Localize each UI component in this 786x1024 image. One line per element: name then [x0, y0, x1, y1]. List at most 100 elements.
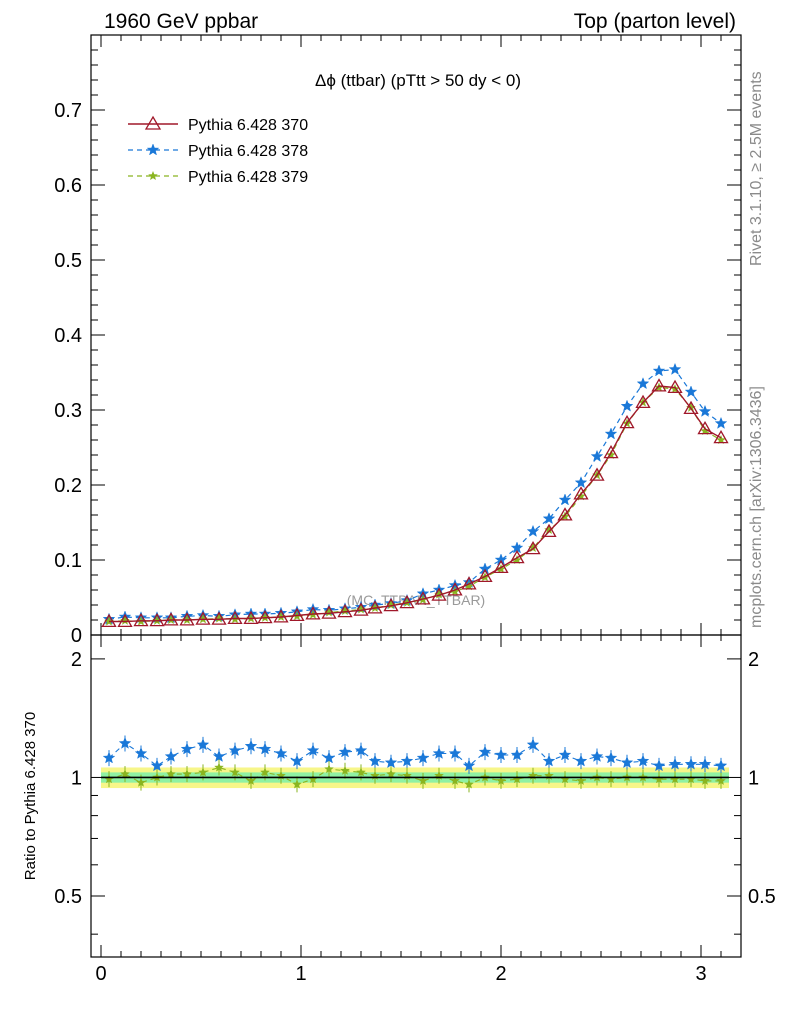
data-point [697, 420, 713, 435]
data-point [589, 467, 605, 481]
data-point [243, 610, 259, 625]
legend-marker [148, 170, 158, 181]
plot-title: Δϕ (ttbar) (pTtt > 50 dy < 0) [315, 71, 521, 90]
data-point [478, 562, 492, 575]
data-point [494, 553, 508, 566]
data-point [683, 400, 699, 415]
ratio-series [101, 735, 729, 793]
x-tick-label: 3 [695, 963, 706, 985]
legend-item-379: Pythia 6.428 379 [128, 169, 308, 186]
ratio-point [290, 754, 304, 767]
ratio-point [182, 768, 192, 779]
ratio-y-tick-label: 0.5 [54, 886, 82, 908]
ratio-point [322, 751, 336, 764]
data-point [337, 603, 353, 618]
ratio-point [684, 757, 698, 770]
data-point [603, 444, 619, 459]
ratio-point [496, 775, 506, 786]
axis-ticks: 0 1 2 3 0 0.1 0.2 0.3 0.4 0.5 0.6 0.7 0.5 0.5 1 1 2 2 [54, 34, 776, 985]
ratio-point [462, 759, 476, 772]
legend-label-378: Pythia 6.428 378 [188, 143, 308, 160]
ratio-point [700, 775, 710, 786]
data-point [542, 512, 556, 525]
data-point [668, 362, 682, 375]
ratio-point [102, 751, 116, 764]
ratio-point [432, 746, 446, 759]
data-point [590, 449, 604, 462]
x-tick-label: 0 [95, 963, 106, 985]
ratio-line-2 [108, 766, 721, 785]
data-point [120, 615, 130, 625]
data-point [415, 591, 431, 605]
ratio-point [542, 754, 556, 767]
y-tick-label: 0.2 [54, 475, 82, 497]
ratio-y-tick-label: 1 [71, 767, 82, 789]
star-marker-icon [148, 170, 158, 181]
data-point [525, 540, 541, 555]
data-point [257, 609, 273, 624]
data-point [461, 576, 477, 590]
ratio-point [620, 755, 634, 769]
data-point [698, 404, 712, 417]
ratio-point [120, 768, 130, 779]
ratio-point [118, 736, 132, 749]
data-point [214, 613, 224, 623]
data-point [635, 394, 651, 409]
main-series [101, 362, 729, 628]
ratio-point [386, 768, 396, 779]
data-point [620, 399, 634, 412]
ratio-point [150, 759, 164, 772]
data-point [227, 610, 243, 625]
data-point [606, 449, 616, 460]
data-point [713, 429, 729, 444]
ratio-point [652, 759, 666, 772]
ratio-point [166, 768, 176, 779]
header-right: Top (parton level) [574, 10, 736, 33]
data-point [714, 416, 728, 429]
data-point [477, 568, 493, 583]
ratio-point [292, 779, 302, 789]
ratio-point [274, 746, 288, 759]
ratio-point [558, 748, 572, 761]
data-point [179, 612, 195, 626]
data-point [356, 604, 366, 614]
data-point [195, 611, 211, 625]
ratio-point [212, 749, 226, 762]
data-point [324, 607, 334, 617]
ratio-y-tick-label: 2 [748, 649, 759, 671]
data-point [340, 605, 350, 616]
y-tick-label: 0.3 [54, 400, 82, 422]
data-point [321, 605, 337, 619]
ratio-point [716, 775, 726, 786]
x-tick-label: 1 [295, 963, 306, 985]
ratio-point [510, 748, 524, 761]
x-tick-label: 2 [495, 963, 506, 985]
ratio-point [196, 738, 210, 751]
ratio-point [340, 765, 350, 775]
ratio-point [198, 767, 208, 777]
data-point [305, 606, 321, 620]
data-point [367, 600, 383, 614]
data-point [101, 613, 117, 628]
data-point [117, 613, 133, 628]
data-point [163, 612, 179, 626]
ratio-point [636, 754, 650, 767]
data-point [557, 507, 573, 521]
data-point [558, 493, 572, 506]
triangle-marker-icon [144, 115, 162, 130]
data-point [353, 602, 369, 616]
mcplots-label: mcplots.cern.ch [arXiv:1306.3436] [748, 386, 765, 628]
data-point [211, 611, 227, 625]
ratio-point [400, 754, 414, 767]
legend-marker [146, 143, 160, 156]
ratio-point [450, 775, 460, 786]
series-line-0 [109, 385, 722, 623]
legend-item-370: Pythia 6.428 370 [128, 115, 308, 134]
ratio-point [418, 775, 428, 786]
y-tick-label: 0 [71, 625, 82, 647]
data-point [541, 523, 557, 538]
y-tick-label: 0.1 [54, 550, 82, 572]
data-point [434, 589, 444, 599]
ratio-point [416, 751, 430, 764]
